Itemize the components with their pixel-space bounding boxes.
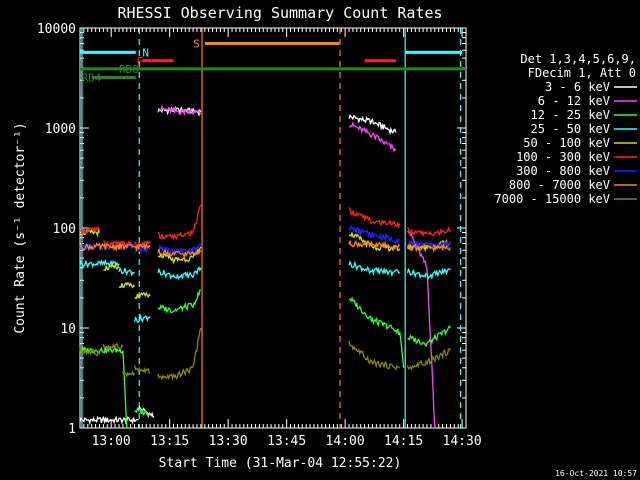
y-axis-label: Count Rate (s⁻¹ detector⁻¹) [13, 122, 28, 333]
series-line [157, 327, 202, 381]
x-tick-label: 13:45 [267, 434, 306, 449]
series-line [134, 406, 151, 417]
legend-label: 25 - 50 keV [531, 122, 610, 136]
legend-label: 12 - 25 keV [531, 108, 610, 122]
flag-label: S [193, 37, 200, 50]
series-line [102, 342, 124, 351]
series-line [406, 230, 436, 429]
series-line [157, 248, 202, 260]
legend-label: 300 - 800 keV [516, 164, 610, 178]
x-axis-label: Start Time (31-Mar-04 12:55:22) [159, 456, 402, 471]
legend-label: 100 - 300 keV [516, 150, 610, 164]
series-line [118, 266, 135, 277]
flag-label: RD0 [119, 63, 139, 76]
series-line [407, 324, 451, 348]
series-line [157, 104, 202, 117]
series-line [79, 415, 139, 426]
flag-label: F [137, 55, 144, 68]
legend-header-line-1: Det 1,3,4,5,6,9, [520, 52, 636, 66]
x-tick-label: 13:00 [92, 434, 131, 449]
series-line [79, 242, 136, 252]
series-line [157, 266, 202, 281]
legend-header-line-2: FDecim 1, Att 0 [528, 66, 636, 80]
date-stamp: 16-Oct-2021 10:57 [555, 469, 637, 478]
x-tick-label: 14:30 [443, 434, 482, 449]
series-line [79, 242, 151, 253]
series-line [122, 370, 136, 378]
series-line [348, 224, 401, 246]
x-tick-label: 14:15 [384, 434, 423, 449]
series-line [407, 226, 451, 238]
series-line [103, 263, 120, 272]
series-line [134, 291, 151, 299]
plot-area: 1 10 100 1000 10000 13:00 13:15 13:30 13:45 14:00… [37, 22, 482, 449]
chart-title: RHESSI Observing Summary Count Rates [117, 4, 442, 22]
series-line [348, 114, 397, 136]
series-line [406, 267, 451, 281]
y-tick-label: 10000 [37, 22, 76, 37]
y-tick-label: 10 [60, 322, 76, 337]
series-line [157, 246, 202, 265]
y-tick-label: 1 [68, 422, 76, 437]
x-tick-label: 13:30 [209, 434, 248, 449]
x-tick-label: 14:00 [326, 434, 365, 449]
series-line [348, 120, 397, 153]
series-line [133, 365, 151, 375]
series-line [348, 207, 401, 229]
series-line [157, 204, 202, 241]
series-line [348, 340, 401, 371]
legend-label: 3 - 6 keV [545, 80, 610, 94]
legend-label: 7000 - 15000 keV [494, 192, 610, 206]
x-tick-label: 13:15 [150, 434, 189, 449]
y-tick-label: 100 [53, 222, 76, 237]
series-line [79, 346, 128, 429]
series-line [79, 347, 101, 357]
series-line [406, 242, 452, 254]
series-line [406, 347, 451, 371]
series-line [133, 313, 151, 324]
series-line [348, 260, 401, 278]
series-line [348, 239, 401, 251]
series-line [79, 226, 101, 235]
series-line [349, 296, 405, 368]
y-tick-label: 1000 [45, 122, 76, 137]
legend-label: 6 - 12 keV [538, 94, 610, 108]
series-line [157, 289, 202, 314]
flag-label: RD4 [82, 71, 102, 84]
series-line [118, 281, 136, 289]
flag-label: N [142, 46, 149, 59]
legend-label: 50 - 100 keV [523, 136, 610, 150]
legend-label: 800 - 7000 keV [509, 178, 610, 192]
